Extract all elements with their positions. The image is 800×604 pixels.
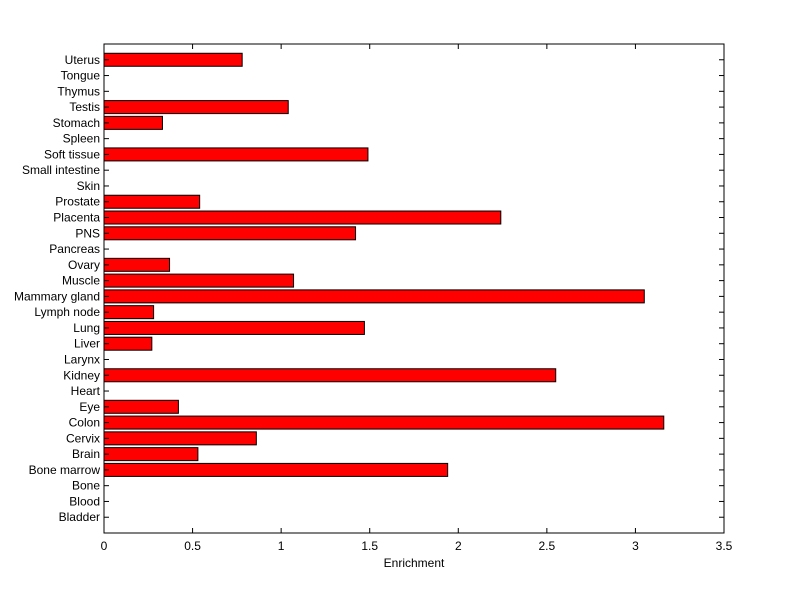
y-tick-label: Kidney — [63, 368, 100, 382]
y-tick-label: Lymph node — [34, 305, 100, 319]
y-tick-label: Lung — [73, 321, 100, 335]
y-tick-label: Uterus — [65, 53, 100, 67]
bar-prostate — [103, 194, 201, 209]
y-tick-label: Ovary — [68, 258, 100, 272]
y-tick-label: Spleen — [63, 132, 100, 146]
y-tick-label: Stomach — [53, 116, 100, 130]
bar-bone-marrow — [103, 462, 449, 477]
y-tick-label: Bone marrow — [29, 463, 101, 477]
bar-lymph-node — [103, 305, 155, 320]
y-tick-label: Larynx — [64, 352, 100, 366]
plot-area — [103, 43, 725, 534]
y-tick-label: Cervix — [66, 431, 100, 445]
y-tick-label: Prostate — [55, 195, 100, 209]
x-tick-label: 2 — [455, 539, 462, 553]
y-tick-label: Eye — [79, 400, 100, 414]
bar-brain — [103, 447, 199, 462]
y-tick-label: Tongue — [61, 69, 101, 83]
bar-testis — [103, 100, 289, 115]
x-tick-label: 0.5 — [184, 539, 201, 553]
bar-colon — [103, 415, 665, 430]
y-tick-label: Pancreas — [49, 242, 100, 256]
x-tick-label: 3.5 — [716, 539, 733, 553]
bar-soft-tissue — [103, 147, 369, 162]
y-tick-label: Placenta — [53, 211, 100, 225]
y-tick-label: Soft tissue — [44, 147, 100, 161]
y-tick-label: Mammary gland — [14, 289, 100, 303]
x-tick-label: 3 — [632, 539, 639, 553]
x-tick-label: 1.5 — [361, 539, 378, 553]
bar-muscle — [103, 273, 295, 288]
x-tick-label: 0 — [101, 539, 108, 553]
y-tick-label: Bone — [72, 479, 100, 493]
y-tick-label: Blood — [69, 494, 100, 508]
y-tick-label: Brain — [72, 447, 100, 461]
y-tick-label: Small intestine — [22, 163, 100, 177]
bar-eye — [103, 399, 179, 414]
x-tick-label: 1 — [278, 539, 285, 553]
y-tick-label: Bladder — [59, 510, 100, 524]
bar-liver — [103, 336, 153, 351]
bar-kidney — [103, 368, 557, 383]
x-axis-label: Enrichment — [384, 556, 445, 570]
y-tick-label: Colon — [69, 416, 100, 430]
bar-pns — [103, 226, 357, 241]
x-tick-label: 2.5 — [539, 539, 556, 553]
y-tick-label: Liver — [74, 337, 100, 351]
y-tick-label: Skin — [77, 179, 100, 193]
y-tick-label: Thymus — [57, 84, 100, 98]
bar-uterus — [103, 52, 243, 67]
bar-mammary-gland — [103, 289, 645, 304]
y-tick-label: PNS — [75, 226, 100, 240]
bar-cervix — [103, 431, 257, 446]
y-tick-label: Testis — [69, 100, 100, 114]
bar-placenta — [103, 210, 502, 225]
bar-lung — [103, 320, 365, 335]
y-tick-label: Heart — [71, 384, 101, 398]
bar-stomach — [103, 115, 163, 130]
bar-ovary — [103, 257, 171, 272]
y-tick-label: Muscle — [62, 274, 100, 288]
